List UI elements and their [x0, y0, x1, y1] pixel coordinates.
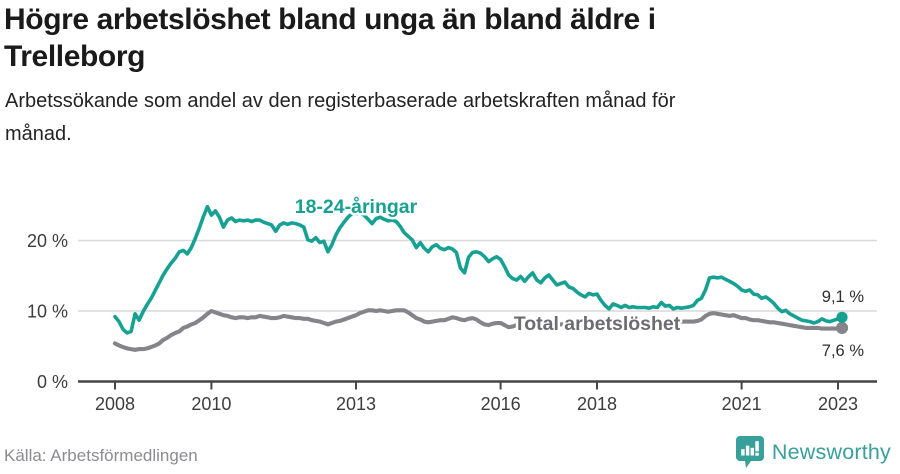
x-tick-label-2023: 2023: [818, 394, 858, 414]
x-tick-label-2021: 2021: [722, 394, 762, 414]
total-end-dot: [835, 321, 849, 335]
page-subtitle-line-2: månad.: [5, 123, 72, 145]
x-tick-label-2018: 2018: [577, 394, 617, 414]
youth-series-line: [113, 204, 844, 335]
youth-end-dot: [836, 311, 848, 323]
x-tick-label-2008: 2008: [95, 394, 135, 414]
newsworthy-logo[interactable]: Newsworthy: [735, 436, 891, 468]
x-tick-label-2013: 2013: [336, 394, 376, 414]
newsworthy-logo-icon: [735, 436, 764, 468]
y-tick-label-10: 10 %: [27, 302, 68, 322]
page-title: Högre arbetslöshet bland unga än bland ä…: [4, 1, 656, 75]
x-tick-label-2016: 2016: [481, 394, 521, 414]
total-series-line: [112, 308, 845, 352]
newsworthy-wordmark: Newsworthy: [771, 439, 891, 464]
page-title-line-1: Högre arbetslöshet bland unga än bland ä…: [4, 3, 656, 36]
y-tick-label-20: 20 %: [27, 231, 68, 251]
x-tick-label-2010: 2010: [191, 394, 231, 414]
page-title-line-2: Trelleborg: [4, 40, 146, 73]
total-series-label: Total arbetslöshet: [514, 313, 681, 335]
youth-series-label: 18-24-åringar: [295, 195, 418, 218]
y-tick-label-0: 0 %: [37, 372, 68, 392]
page-subtitle-line-1: Arbetssökande som andel av den registerb…: [5, 90, 676, 112]
source-note: Källa: Arbetsförmedlingen: [4, 446, 198, 465]
total-end-value-label: 7,6 %: [822, 342, 865, 360]
youth-end-value-label: 9,1 %: [822, 288, 865, 306]
page-subtitle: Arbetssökande som andel av den registerb…: [5, 85, 675, 151]
